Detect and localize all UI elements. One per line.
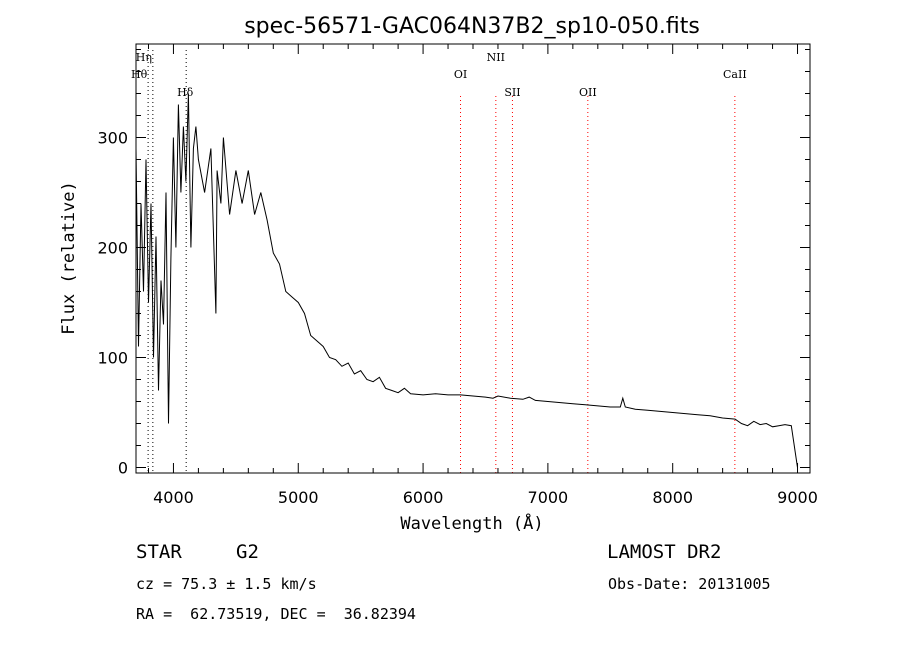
y-tick-label: 100 — [97, 349, 128, 368]
x-tick-label: 8000 — [652, 488, 693, 507]
spectral-line-label: Hδ — [177, 86, 194, 99]
spectral-line-label: CaII — [723, 68, 747, 81]
x-tick-label: 6000 — [403, 488, 444, 507]
y-tick-label: 200 — [97, 239, 128, 258]
x-tick-label: 9000 — [777, 488, 818, 507]
survey-label: LAMOST DR2 — [607, 541, 722, 563]
x-axis-label: Wavelength (Å) — [400, 512, 543, 534]
spectral-line-label: SII — [504, 86, 520, 99]
x-tick-label: 5000 — [278, 488, 319, 507]
chart-title: spec-56571-GAC064N37B2_sp10-050.fits — [244, 14, 700, 39]
x-tick-label: 7000 — [528, 488, 569, 507]
y-tick-label: 0 — [118, 459, 128, 478]
redshift-text: cz = 75.3 ± 1.5 km/s — [136, 575, 317, 593]
series-layer — [135, 93, 798, 468]
y-axis-label: Flux (relative) — [59, 181, 79, 335]
spectrum-line — [135, 93, 798, 468]
y-tick-label: 300 — [97, 129, 128, 148]
coordinates-text: RA = 62.73519, DEC = 36.82394 — [136, 605, 416, 623]
object-subclass: G2 — [236, 541, 259, 563]
spectral-line-label: NII — [487, 51, 505, 64]
spectral-line-label: Hθ — [131, 68, 148, 81]
plot-frame — [135, 43, 811, 474]
spectral-line-label: OII — [579, 86, 597, 99]
spectral-line-label: Hη — [136, 51, 152, 64]
line-markers: Hη Hθ Hδ OI NII SII OII CaII — [131, 50, 747, 473]
x-tick-label: 4000 — [153, 488, 194, 507]
spectral-line-label: OI — [454, 68, 467, 81]
y-axis: 0 100 200 300 — [97, 49, 810, 478]
obs-date-text: Obs-Date: 20131005 — [608, 575, 771, 593]
x-axis: 4000 5000 6000 7000 8000 9000 — [147, 44, 818, 507]
object-class: STAR — [136, 541, 182, 563]
